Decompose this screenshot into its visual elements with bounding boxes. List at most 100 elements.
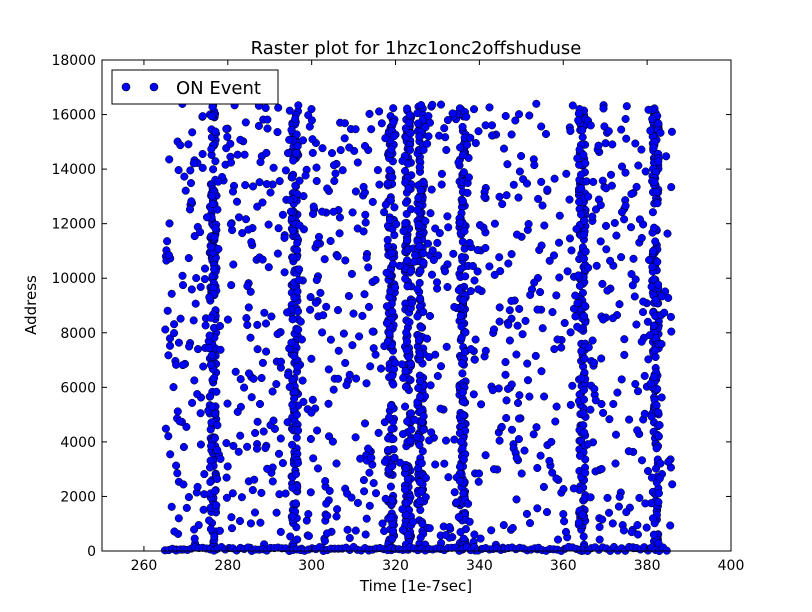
event-point xyxy=(545,256,554,265)
event-point xyxy=(470,530,479,539)
event-point xyxy=(223,462,232,471)
event-point xyxy=(480,192,489,201)
event-point xyxy=(631,275,640,284)
event-point xyxy=(427,270,437,279)
event-point xyxy=(343,525,352,534)
event-point xyxy=(236,375,245,384)
event-point xyxy=(620,335,629,344)
event-point xyxy=(512,350,521,359)
event-point xyxy=(164,432,173,441)
event-point xyxy=(602,245,611,254)
event-point xyxy=(369,479,378,488)
event-point xyxy=(538,324,547,333)
event-point xyxy=(226,220,235,229)
event-point xyxy=(651,296,660,305)
event-point xyxy=(208,402,217,411)
event-point xyxy=(294,426,303,435)
event-point xyxy=(345,533,354,543)
event-point xyxy=(241,181,250,190)
event-point xyxy=(485,262,494,271)
event-point xyxy=(386,401,396,410)
event-point xyxy=(189,316,198,325)
event-point xyxy=(184,254,193,263)
event-point xyxy=(206,525,215,534)
event-point xyxy=(515,167,524,176)
event-point xyxy=(164,351,173,360)
event-point xyxy=(266,188,275,197)
event-point xyxy=(590,358,599,367)
event-point xyxy=(223,132,232,141)
event-point xyxy=(205,463,215,472)
event-point xyxy=(223,315,232,324)
event-point xyxy=(436,100,446,109)
event-point xyxy=(462,112,471,121)
event-point xyxy=(574,518,583,527)
event-point xyxy=(331,169,340,178)
event-point xyxy=(199,362,208,371)
event-point xyxy=(185,342,194,351)
event-point xyxy=(364,263,373,272)
event-point xyxy=(654,119,663,128)
event-point xyxy=(403,104,412,113)
event-point xyxy=(212,387,221,396)
event-point xyxy=(505,306,514,315)
event-point xyxy=(579,385,589,394)
event-point xyxy=(348,341,357,350)
event-point xyxy=(334,374,343,383)
event-point xyxy=(361,210,370,219)
event-point xyxy=(340,134,349,143)
event-point xyxy=(318,144,327,153)
event-point xyxy=(306,488,315,497)
event-point xyxy=(633,521,642,530)
event-point xyxy=(178,281,188,290)
event-point xyxy=(624,447,633,456)
event-point xyxy=(311,298,320,307)
event-point xyxy=(205,516,214,525)
event-point xyxy=(267,312,276,321)
event-point xyxy=(503,384,513,393)
event-point xyxy=(425,311,435,321)
event-point xyxy=(165,219,174,228)
event-point xyxy=(170,329,179,338)
event-point xyxy=(551,417,560,426)
event-point xyxy=(598,279,607,288)
event-point xyxy=(560,517,569,526)
event-point xyxy=(654,408,663,417)
event-point xyxy=(234,213,244,222)
event-point xyxy=(458,151,467,160)
event-point xyxy=(288,512,297,521)
event-point xyxy=(415,163,424,172)
event-point xyxy=(299,192,308,201)
event-point xyxy=(514,193,523,202)
event-point xyxy=(537,241,546,250)
event-point xyxy=(215,321,225,331)
event-point xyxy=(290,394,299,403)
event-point xyxy=(614,502,623,511)
event-point xyxy=(584,343,593,352)
event-point xyxy=(597,354,606,363)
event-point xyxy=(206,425,215,434)
event-point xyxy=(405,145,415,154)
event-point xyxy=(258,358,267,367)
event-point xyxy=(577,374,586,383)
event-point xyxy=(642,523,651,532)
event-point xyxy=(329,385,338,394)
event-point xyxy=(308,148,317,157)
event-point xyxy=(353,498,362,507)
event-point xyxy=(464,173,473,182)
event-point xyxy=(179,442,188,452)
event-point xyxy=(359,227,368,236)
event-point xyxy=(657,339,666,349)
event-point xyxy=(455,477,464,486)
event-point xyxy=(458,197,467,206)
event-point xyxy=(470,355,479,364)
event-point xyxy=(288,315,297,324)
event-point xyxy=(610,218,619,228)
event-point xyxy=(163,237,172,246)
event-point xyxy=(433,238,442,247)
event-point xyxy=(333,252,342,261)
event-point xyxy=(518,330,527,339)
event-point xyxy=(280,268,289,277)
event-point xyxy=(654,157,663,166)
event-point xyxy=(324,399,333,408)
